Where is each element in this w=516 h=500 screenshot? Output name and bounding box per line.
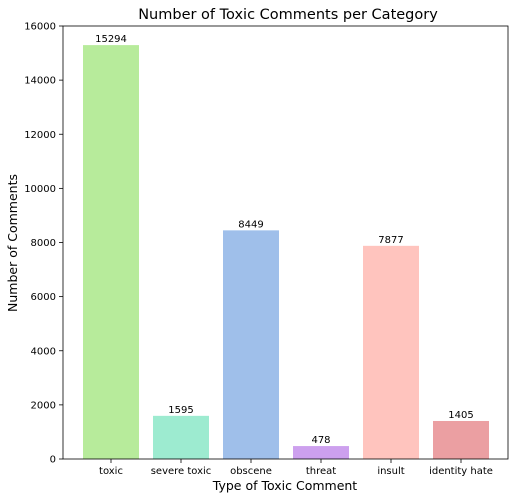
y-tick-label: 16000 bbox=[24, 22, 56, 33]
x-tick-label: insult bbox=[377, 466, 404, 477]
data-label: 1595 bbox=[168, 405, 193, 416]
x-tick-label: identity hate bbox=[429, 466, 493, 477]
x-tick-label: severe toxic bbox=[151, 466, 212, 477]
x-axis: toxic severe toxic obscene threat insult iden… bbox=[99, 459, 493, 477]
x-tick-label: threat bbox=[306, 466, 336, 477]
data-label: 478 bbox=[311, 435, 330, 446]
x-axis-label: Type of Toxic Comment bbox=[212, 478, 358, 493]
y-tick-label: 10000 bbox=[24, 184, 56, 195]
y-axis: 0 2000 4000 6000 8000 10000 12000 14000 16000 bbox=[24, 22, 63, 466]
bar-severe-toxic bbox=[153, 415, 209, 459]
bar-toxic bbox=[83, 45, 139, 459]
data-label: 8449 bbox=[238, 219, 263, 230]
x-tick-label: toxic bbox=[99, 466, 123, 477]
y-tick-label: 8000 bbox=[31, 238, 56, 249]
y-axis-label: Number of Comments bbox=[5, 174, 20, 312]
y-tick-label: 0 bbox=[50, 455, 56, 466]
bar-identity-hate bbox=[433, 420, 489, 459]
x-tick-label: obscene bbox=[230, 466, 272, 477]
y-tick-label: 12000 bbox=[24, 130, 56, 141]
chart-title: Number of Toxic Comments per Category bbox=[138, 7, 438, 23]
bars-group: 15294 1595 8449 478 7877 1405 bbox=[83, 34, 489, 459]
y-tick-label: 2000 bbox=[31, 400, 56, 411]
bar-threat bbox=[293, 446, 349, 459]
data-label: 15294 bbox=[95, 34, 127, 45]
bar-obscene bbox=[223, 230, 279, 459]
y-tick-label: 14000 bbox=[24, 76, 56, 87]
data-label: 7877 bbox=[378, 235, 403, 246]
plot-frame bbox=[62, 25, 509, 460]
bar-insult bbox=[363, 245, 419, 459]
y-tick-label: 6000 bbox=[31, 292, 56, 303]
data-label: 1405 bbox=[448, 410, 473, 421]
y-tick-label: 4000 bbox=[31, 346, 56, 357]
